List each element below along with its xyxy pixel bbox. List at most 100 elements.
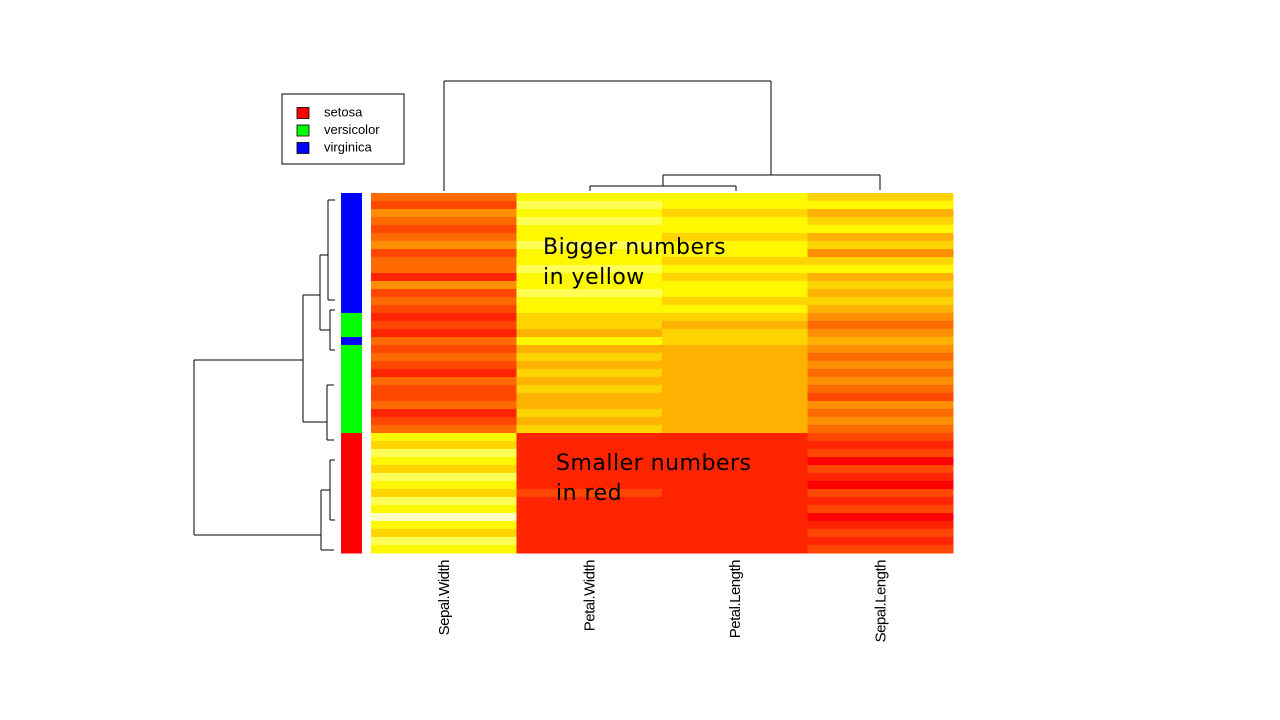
group-bar: [341, 377, 362, 386]
heatmap-cell: [516, 361, 663, 370]
legend-swatch: [296, 124, 310, 137]
heatmap-cell: [516, 465, 663, 474]
heatmap-cell: [662, 433, 808, 442]
heatmap-cell: [807, 225, 954, 234]
heatmap-cell: [516, 513, 663, 522]
heatmap-cell: [662, 257, 808, 266]
heatmap-cell: [516, 457, 663, 466]
heatmap-cell: [371, 537, 517, 546]
heatmap-cell: [371, 505, 517, 514]
group-bar: [341, 249, 362, 258]
heatmap-cell: [371, 233, 517, 242]
heatmap-cell: [516, 265, 663, 274]
heatmap-cell: [371, 345, 517, 354]
heatmap-cell: [662, 473, 808, 482]
heatmap-cell: [371, 457, 517, 466]
heatmap-cell: [516, 497, 663, 506]
heatmap-cell: [662, 401, 808, 410]
group-bar: [341, 505, 362, 514]
heatmap-cell: [371, 545, 517, 554]
heatmap-cell: [662, 201, 808, 210]
heatmap-cell: [516, 193, 663, 202]
group-bar: [341, 545, 362, 554]
heatmap-cell: [371, 497, 517, 506]
group-bar: [341, 457, 362, 466]
group-bar: [341, 497, 362, 506]
group-bar: [341, 257, 362, 266]
heatmap-cell: [662, 217, 808, 226]
heatmap-cell: [516, 225, 663, 234]
heatmap-cell: [371, 313, 517, 322]
heatmap-cell: [807, 521, 954, 530]
heatmap-cell: [371, 249, 517, 258]
heatmap-cell: [371, 521, 517, 530]
heatmap-cell: [662, 377, 808, 386]
legend-label: versicolor: [324, 122, 380, 137]
group-bar: [341, 385, 362, 394]
heatmap-cell: [516, 297, 663, 306]
heatmap-cell: [807, 265, 954, 274]
heatmap-cell: [371, 305, 517, 314]
heatmap-cell: [662, 529, 808, 538]
heatmap-cell: [807, 449, 954, 458]
heatmap-cell: [516, 481, 663, 490]
heatmap-cell: [807, 497, 954, 506]
heatmap-cell: [662, 521, 808, 530]
group-bar: [341, 217, 362, 226]
heatmap-cell: [371, 289, 517, 298]
heatmap-cell: [371, 473, 517, 482]
heatmap-cell: [807, 473, 954, 482]
group-bar: [341, 225, 362, 234]
group-bar: [341, 241, 362, 250]
heatmap-cell: [807, 393, 954, 402]
heatmap-cell: [371, 329, 517, 338]
heatmap-cell: [516, 449, 663, 458]
heatmap-cell: [371, 217, 517, 226]
heatmap-cell: [516, 305, 663, 314]
heatmap-cell: [807, 337, 954, 346]
heatmap-cell: [807, 505, 954, 514]
column-label: Sepal.Width: [436, 560, 453, 636]
annotation: in yellow: [543, 265, 645, 290]
group-bar: [341, 305, 362, 314]
heatmap-cell: [662, 321, 808, 330]
heatmap-cell: [662, 313, 808, 322]
group-bar: [341, 529, 362, 538]
heatmap-cell: [662, 481, 808, 490]
heatmap-cell: [807, 257, 954, 266]
heatmap-cell: [807, 233, 954, 242]
heatmap-cell: [516, 353, 663, 362]
group-bar: [341, 417, 362, 426]
heatmap-cell: [662, 417, 808, 426]
group-bar: [341, 233, 362, 242]
heatmap-cell: [662, 225, 808, 234]
heatmap-cell: [662, 441, 808, 450]
heatmap-cell: [807, 321, 954, 330]
group-bar: [341, 321, 362, 330]
heatmap-cell: [662, 337, 808, 346]
heatmap-cell: [516, 521, 663, 530]
heatmap-cell: [371, 513, 517, 522]
heatmap-cell: [516, 537, 663, 546]
heatmap-cell: [807, 217, 954, 226]
heatmap-cell: [516, 217, 663, 226]
heatmap-cell: [807, 377, 954, 386]
group-bar: [341, 313, 362, 322]
group-bar: [341, 473, 362, 482]
heatmap-cell: [807, 529, 954, 538]
column-label: Petal.Length: [727, 560, 744, 638]
heatmap-cell: [807, 305, 954, 314]
heatmap-cell: [371, 257, 517, 266]
heatmap-cell: [662, 209, 808, 218]
legend-swatch: [296, 107, 310, 119]
heatmap-cell: [516, 393, 663, 402]
heatmap-cell: [371, 433, 517, 442]
group-bar: [341, 353, 362, 362]
heatmap-cell: [807, 401, 954, 410]
heatmap-cell: [371, 425, 517, 434]
heatmap-cell: [662, 513, 808, 522]
heatmap-cell: [516, 545, 663, 554]
heatmap-cell: [516, 377, 663, 386]
heatmap-cell: [662, 265, 808, 274]
heatmap-cell: [662, 457, 808, 466]
